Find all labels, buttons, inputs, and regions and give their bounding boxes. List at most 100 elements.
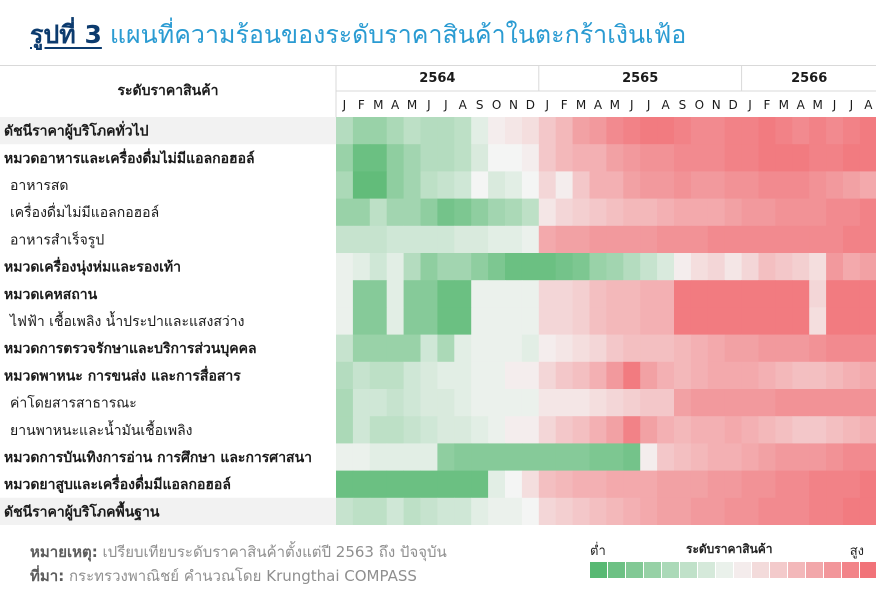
heatmap-cell — [690, 497, 709, 525]
row-label: หมวดพาหนะ การขนส่ง และการสื่อสาร — [4, 365, 241, 384]
heatmap-cell — [538, 280, 557, 308]
heatmap-cell — [505, 497, 523, 525]
heatmap-cell — [809, 225, 827, 254]
heatmap-cell — [352, 144, 371, 172]
heatmap-cell — [792, 334, 810, 363]
heatmap-cell — [707, 389, 726, 417]
heatmap-cell — [403, 470, 421, 499]
heatmap-cell — [471, 280, 489, 308]
heatmap-cell — [521, 144, 540, 172]
month-tick-label: D — [526, 98, 535, 112]
heatmap-cell — [758, 389, 776, 417]
heatmap-cell — [369, 253, 388, 281]
heatmap-cell — [859, 497, 876, 525]
heatmap-cell — [826, 334, 844, 363]
heatmap-cell — [386, 225, 404, 254]
month-tick-label: S — [476, 98, 484, 112]
heatmap-cell — [724, 198, 742, 227]
legend-swatch — [698, 562, 715, 578]
row-label: เครื่องดื่มไม่มีแอลกอฮอล์ — [10, 203, 159, 221]
heatmap-cell — [589, 171, 607, 199]
heatmap-cell — [859, 334, 876, 363]
heatmap-cell — [505, 334, 523, 363]
heatmap-cell — [775, 307, 793, 335]
heatmap-cell — [420, 334, 438, 363]
heatmap-cell — [674, 361, 692, 390]
heatmap-cell — [488, 307, 506, 335]
heatmap-cell — [336, 171, 354, 199]
heatmap-cell — [386, 144, 404, 172]
heatmap-cell — [403, 198, 421, 227]
heatmap-cell — [690, 280, 709, 308]
heatmap-cell — [437, 443, 455, 471]
heatmap-cell — [572, 470, 590, 499]
month-tick-label: A — [797, 98, 806, 112]
row-label: หมวดการบันเทิงการอ่าน การศึกษา และการศาส… — [4, 449, 312, 466]
heatmap-cell — [505, 171, 523, 199]
month-tick-label: N — [712, 98, 721, 112]
heatmap-cell — [471, 198, 489, 227]
heatmap-cell — [741, 117, 759, 145]
heatmap-cell — [386, 470, 404, 499]
heatmap-cell — [859, 253, 876, 281]
heatmap-cell — [775, 253, 793, 281]
heatmap-cell — [707, 497, 726, 525]
row-label-background — [0, 117, 336, 145]
heatmap-cell — [336, 253, 354, 281]
heatmap-cell — [809, 497, 827, 525]
heatmap-cell — [555, 198, 573, 227]
heatmap-cell — [420, 144, 438, 172]
heatmap-cell — [657, 198, 675, 227]
heatmap-cell — [724, 117, 742, 145]
heatmap-cell — [352, 307, 371, 335]
heatmap-cell — [352, 117, 371, 145]
heatmap-cell — [403, 334, 421, 363]
heatmap-cell — [826, 253, 844, 281]
heatmap-cell — [826, 470, 844, 499]
heatmap-cell — [555, 443, 573, 471]
heatmap-cell — [606, 144, 624, 172]
heatmap-cell — [471, 307, 489, 335]
heatmap-cell — [758, 361, 776, 390]
heatmap-cell — [741, 443, 759, 471]
heatmap-cell — [471, 416, 489, 444]
heatmap-cell — [674, 171, 692, 199]
heatmap-cell — [640, 171, 658, 199]
heatmap-cell — [758, 144, 776, 172]
heatmap-cell — [555, 144, 573, 172]
heatmap-cell — [690, 171, 709, 199]
heatmap-cell — [809, 361, 827, 390]
heatmap-cell — [471, 144, 489, 172]
heatmap-cell — [403, 497, 421, 525]
heatmap-cell — [792, 307, 810, 335]
legend-swatch — [662, 562, 679, 578]
heatmap-cell — [758, 416, 776, 444]
heatmap-cell — [555, 361, 573, 390]
heatmap-cell — [792, 144, 810, 172]
heatmap-cell — [741, 470, 759, 499]
heatmap-cell — [420, 361, 438, 390]
heatmap-cell — [352, 280, 371, 308]
heatmap-cell — [488, 225, 506, 254]
heatmap-cell — [623, 443, 641, 471]
heatmap-cell — [352, 416, 371, 444]
heatmap-cell — [826, 198, 844, 227]
heatmap-cell — [809, 470, 827, 499]
legend-color-scale — [590, 562, 876, 578]
heatmap-cell — [826, 416, 844, 444]
heatmap-cell — [505, 443, 523, 471]
heatmap-cell — [809, 307, 827, 335]
heatmap-cell — [707, 470, 726, 499]
heatmap-cell — [859, 416, 876, 444]
heatmap-cell — [640, 280, 658, 308]
heatmap-cell — [741, 144, 759, 172]
heatmap-cell — [606, 198, 624, 227]
heatmap-cell — [724, 416, 742, 444]
heatmap-cell — [724, 307, 742, 335]
heatmap-cell — [741, 334, 759, 363]
heatmap-cell — [488, 171, 506, 199]
month-tick-label: A — [661, 98, 670, 112]
month-tick-label: M — [779, 98, 789, 112]
heatmap-cell — [572, 225, 590, 254]
heatmap-cell — [640, 470, 658, 499]
